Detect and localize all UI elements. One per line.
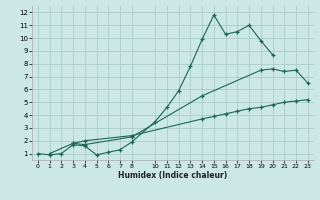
X-axis label: Humidex (Indice chaleur): Humidex (Indice chaleur) [118, 171, 228, 180]
